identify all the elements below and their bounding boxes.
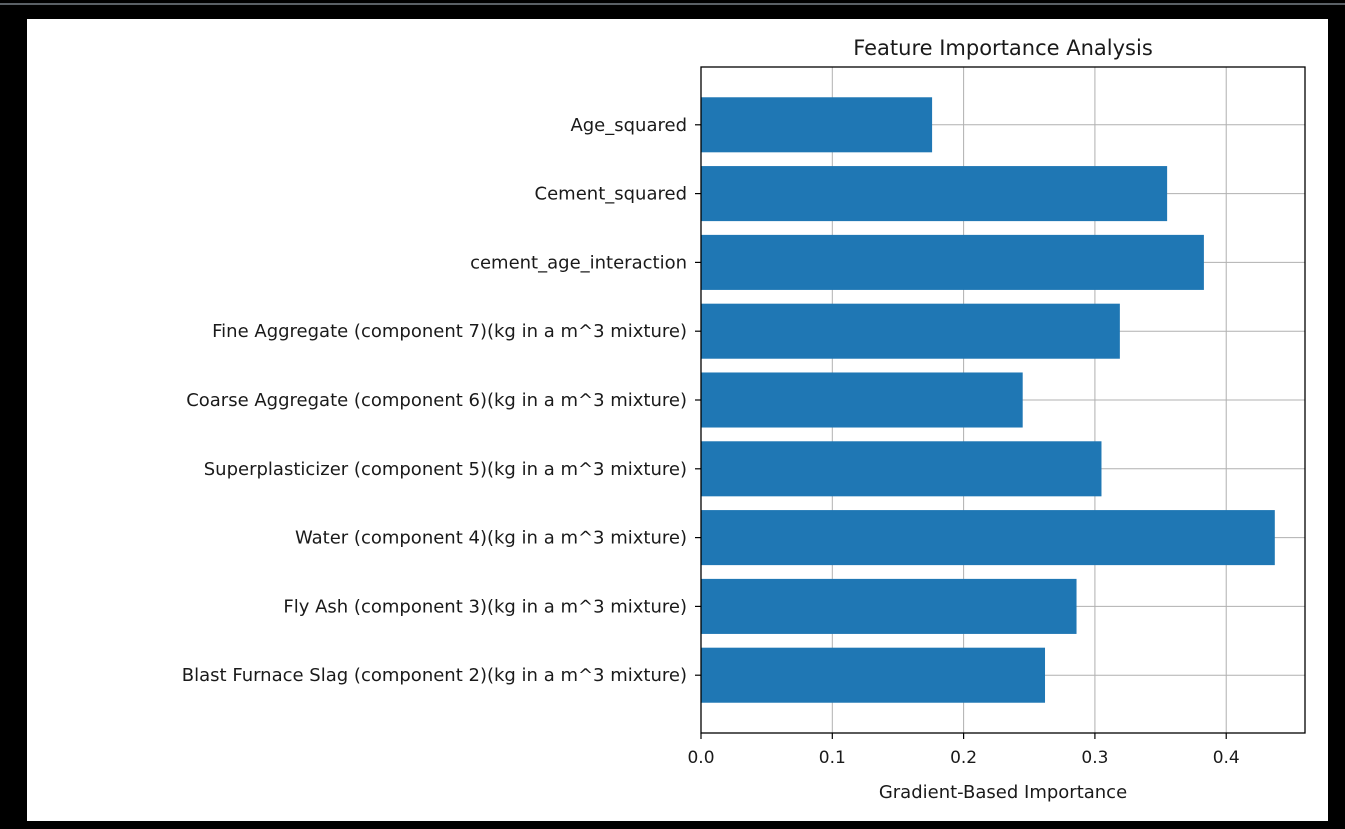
bar-layer <box>701 97 1275 703</box>
bar <box>701 97 933 153</box>
y-tick-label: Fly Ash (component 3)(kg in a m^3 mixtur… <box>283 596 687 617</box>
y-tick-label: Superplasticizer (component 5)(kg in a m… <box>204 459 687 480</box>
bar <box>701 234 1204 290</box>
bar <box>701 303 1120 359</box>
y-tick-label: Blast Furnace Slag (component 2)(kg in a… <box>182 665 687 686</box>
x-tick-label: 0.1 <box>819 748 846 768</box>
y-tick-label: Fine Aggregate (component 7)(kg in a m^3… <box>212 321 687 342</box>
bar <box>701 647 1046 703</box>
x-tick-label: 0.4 <box>1213 748 1240 768</box>
y-tick-label: Water (component 4)(kg in a m^3 mixture) <box>295 528 687 549</box>
figure-canvas <box>27 19 1328 821</box>
x-tick-label: 0.0 <box>687 748 714 768</box>
bar <box>701 166 1168 222</box>
chart-title: Feature Importance Analysis <box>853 36 1153 60</box>
y-tick-label: Coarse Aggregate (component 6)(kg in a m… <box>186 390 687 411</box>
y-tick-label: Age_squared <box>570 115 687 136</box>
x-axis-label: Gradient-Based Importance <box>879 782 1127 803</box>
y-tick-label: cement_age_interaction <box>470 252 687 273</box>
tick-layer: 0.0 0.1 0.2 0.3 0.4 Blast Furnace Slag (compo… <box>182 115 1240 768</box>
bar <box>701 578 1077 634</box>
bar <box>701 510 1275 566</box>
bar <box>701 372 1023 428</box>
x-tick-label: 0.2 <box>950 748 977 768</box>
top-edge-line <box>0 3 1345 5</box>
y-tick-label: Cement_squared <box>535 184 687 205</box>
x-tick-label: 0.3 <box>1081 748 1108 768</box>
bar <box>701 441 1102 497</box>
